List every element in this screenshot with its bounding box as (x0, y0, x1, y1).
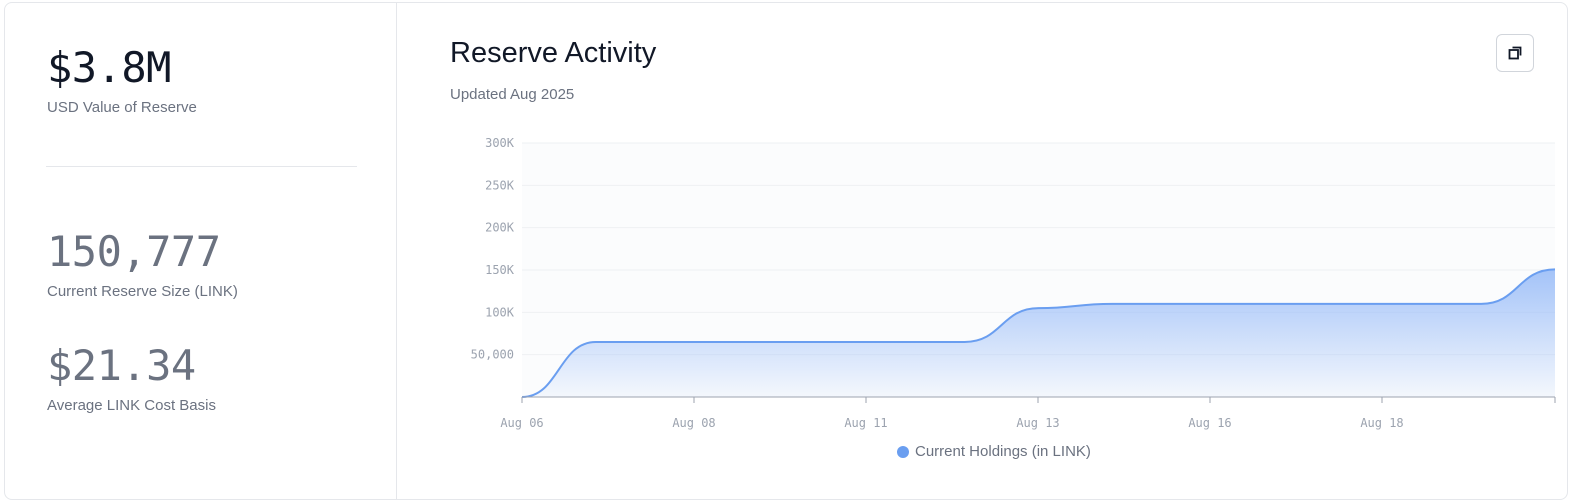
y-tick-label: 250K (485, 178, 515, 192)
x-tick-label: Aug 18 (1360, 416, 1403, 430)
chart-subtitle: Updated Aug 2025 (450, 86, 575, 103)
chart-legend[interactable]: Current Holdings (in LINK) (897, 443, 1091, 460)
x-tick-label: Aug 16 (1188, 416, 1231, 430)
cost-basis-label: Average LINK Cost Basis (47, 397, 216, 414)
x-tick-label: Aug 13 (1016, 416, 1059, 430)
y-tick-label: 50,000 (471, 348, 514, 362)
chart-title: Reserve Activity (450, 37, 657, 69)
series-line (521, 268, 1556, 398)
y-tick-label: 300K (485, 136, 515, 150)
y-tick-label: 100K (485, 305, 515, 319)
reserve-chart: 50,000 100K 150K 200K 250K 300K Aug 06 Aug 08 Au… (471, 136, 1556, 430)
stats-panel: $3.8M USD Value of Reserve 150,777 Curre… (5, 3, 397, 499)
expand-icon (1508, 46, 1522, 60)
series-area (522, 269, 1555, 397)
cost-basis-value: $21.34 (47, 341, 196, 390)
y-tick-label: 150K (485, 263, 515, 277)
usd-value: $3.8M (47, 43, 171, 92)
reserve-size-label: Current Reserve Size (LINK) (47, 283, 238, 300)
legend-label: Current Holdings (in LINK) (915, 443, 1091, 460)
legend-dot-icon (897, 445, 909, 458)
chart-panel: Reserve Activity Updated Aug 2025 50,000… (397, 3, 1567, 499)
y-tick-label: 200K (485, 221, 515, 235)
reserve-size-value: 150,777 (47, 227, 221, 276)
expand-button[interactable] (1496, 34, 1534, 72)
stats-divider (46, 166, 357, 167)
usd-value-label: USD Value of Reserve (47, 99, 197, 116)
reserve-card: $3.8M USD Value of Reserve 150,777 Curre… (4, 2, 1568, 500)
x-tick-label: Aug 08 (672, 416, 715, 430)
x-tick-label: Aug 06 (500, 416, 543, 430)
x-tick-label: Aug 11 (844, 416, 887, 430)
